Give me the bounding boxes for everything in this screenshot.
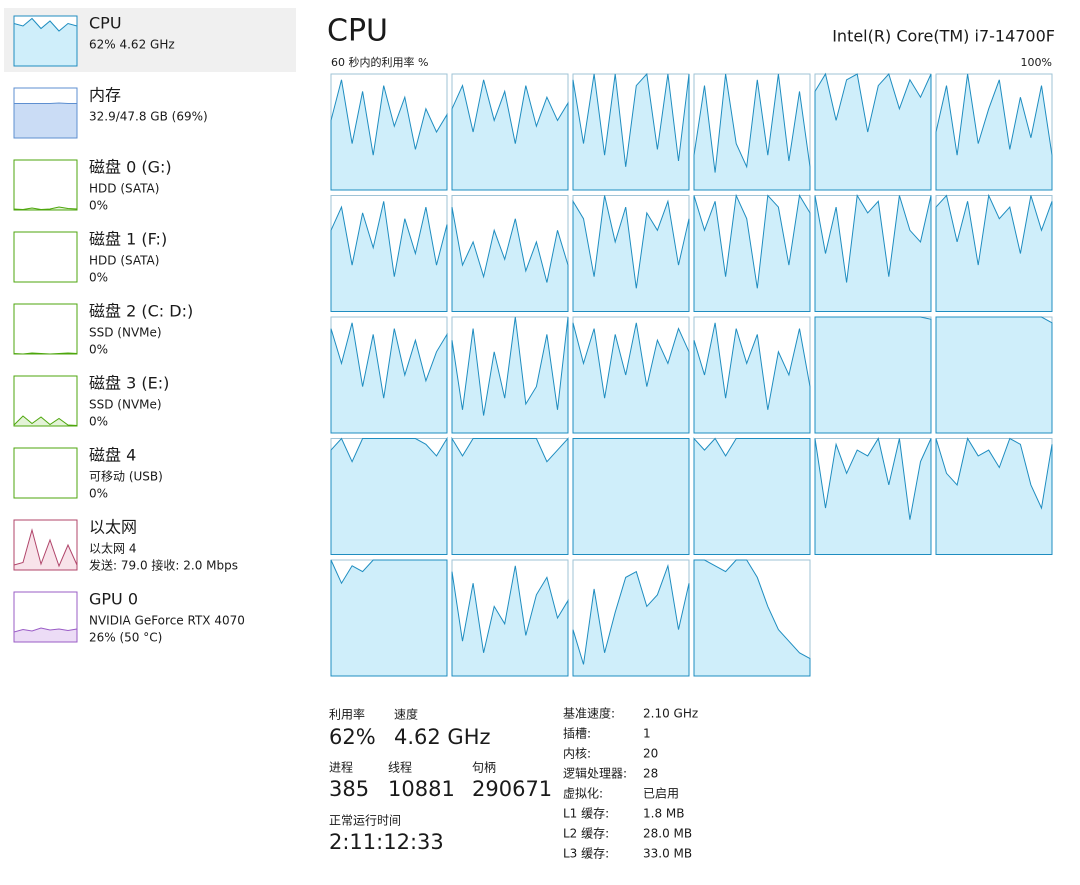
spec-value: 1 (643, 727, 651, 741)
core-graph (935, 437, 1053, 555)
item-detail: 以太网 4 (89, 541, 136, 556)
spec-value: 33.0 MB (643, 847, 692, 861)
item-detail: 26% (50 °C) (89, 631, 162, 645)
item-name: 磁盘 0 (G:) (89, 158, 172, 177)
thumb-graph (13, 206, 78, 211)
spec-label: L1 缓存: (563, 807, 609, 821)
core-graph (330, 436, 448, 555)
graph-max: 100% (1021, 56, 1052, 69)
item-detail: SSD (NVMe) (89, 398, 162, 412)
core-graph (572, 322, 690, 434)
spec-label: 逻辑处理器: (563, 767, 627, 781)
item-detail: HDD (SATA) (89, 254, 159, 268)
page-title: CPU (327, 14, 388, 49)
thumb-graph (13, 17, 78, 67)
core-graph (693, 193, 811, 312)
item-name: CPU (89, 14, 122, 33)
core-graph (451, 436, 569, 555)
core-graph (330, 201, 448, 312)
core-graph (814, 72, 932, 191)
core-graph (451, 79, 569, 191)
cpu-model: Intel(R) Core(TM) i7-14700F (832, 27, 1055, 46)
stat-label: 线程 (388, 760, 412, 775)
item-detail: 32.9/47.8 GB (69%) (89, 110, 208, 124)
item-detail: 0% (89, 487, 108, 501)
core-graph (572, 438, 690, 555)
item-name: 内存 (89, 86, 121, 105)
core-graph (693, 559, 811, 677)
stat-label: 进程 (329, 760, 353, 775)
stat-value: 10881 (388, 777, 455, 801)
core-graph (572, 195, 690, 312)
item-name: 以太网 (89, 518, 137, 537)
item-name: 磁盘 1 (F:) (89, 230, 167, 249)
spec-label: 插槽: (563, 727, 591, 741)
item-detail: HDD (SATA) (89, 182, 159, 196)
core-graph (935, 193, 1053, 312)
spec-value: 已启用 (643, 787, 679, 801)
item-name: 磁盘 3 (E:) (89, 374, 169, 393)
item-name: 磁盘 4 (89, 446, 136, 465)
spec-label: 虚拟化: (563, 787, 603, 801)
item-name: GPU 0 (89, 590, 138, 609)
core-graph (814, 437, 932, 555)
core-graph (693, 73, 811, 191)
thumb-graph (13, 352, 78, 355)
item-name: 磁盘 2 (C: D:) (89, 302, 193, 321)
core-graph (935, 316, 1053, 434)
thumb-frame (13, 303, 78, 355)
core-graph (451, 316, 569, 434)
thumb-graph (13, 627, 78, 643)
core-graph (814, 316, 932, 434)
thumb-graph (13, 528, 78, 571)
core-graph (572, 563, 690, 677)
stat-value: 290671 (472, 777, 552, 801)
core-graph (330, 322, 448, 434)
stat-value: 4.62 GHz (394, 725, 491, 749)
thumb-frame (13, 159, 78, 211)
spec-value: 28.0 MB (643, 827, 692, 841)
thumb-frame (13, 231, 78, 283)
spec-label: L3 缓存: (563, 847, 609, 861)
core-graph (330, 79, 448, 191)
spec-value: 28 (643, 767, 658, 781)
spec-value: 2.10 GHz (643, 707, 698, 721)
core-graph (693, 322, 811, 434)
stat-label: 利用率 (329, 707, 365, 722)
thumb-graph (13, 102, 78, 139)
core-graph (451, 565, 569, 677)
spec-label: 基准速度: (563, 706, 615, 721)
thumb-frame (13, 447, 78, 499)
core-graph (330, 559, 448, 677)
item-detail: 62% 4.62 GHz (89, 38, 175, 52)
stat-value: 2:11:12:33 (329, 830, 444, 854)
item-detail: SSD (NVMe) (89, 326, 162, 340)
item-detail: 0% (89, 271, 108, 285)
spec-label: 内核: (563, 747, 591, 761)
item-detail: 发送: 79.0 接收: 2.0 Mbps (89, 558, 238, 573)
stat-value: 385 (329, 777, 369, 801)
item-detail: 0% (89, 415, 108, 429)
stat-value: 62% (329, 725, 376, 749)
spec-value: 20 (643, 747, 658, 761)
stat-label: 句柄 (472, 761, 496, 775)
item-detail: 0% (89, 343, 108, 357)
graph-label: 60 秒内的利用率 % (331, 55, 428, 69)
item-detail: 0% (89, 199, 108, 213)
stat-label: 正常运行时间 (329, 814, 401, 828)
thumb-graph (13, 415, 78, 427)
stat-label: 速度 (394, 707, 418, 722)
spec-label: L2 缓存: (563, 827, 609, 841)
core-graph (693, 437, 811, 555)
core-graph (451, 207, 569, 312)
spec-value: 1.8 MB (643, 807, 684, 821)
core-graph (814, 194, 932, 312)
item-detail: 可移动 (USB) (89, 470, 163, 484)
item-detail: NVIDIA GeForce RTX 4070 (89, 614, 245, 628)
core-graph (572, 72, 690, 191)
core-graph (935, 73, 1053, 191)
